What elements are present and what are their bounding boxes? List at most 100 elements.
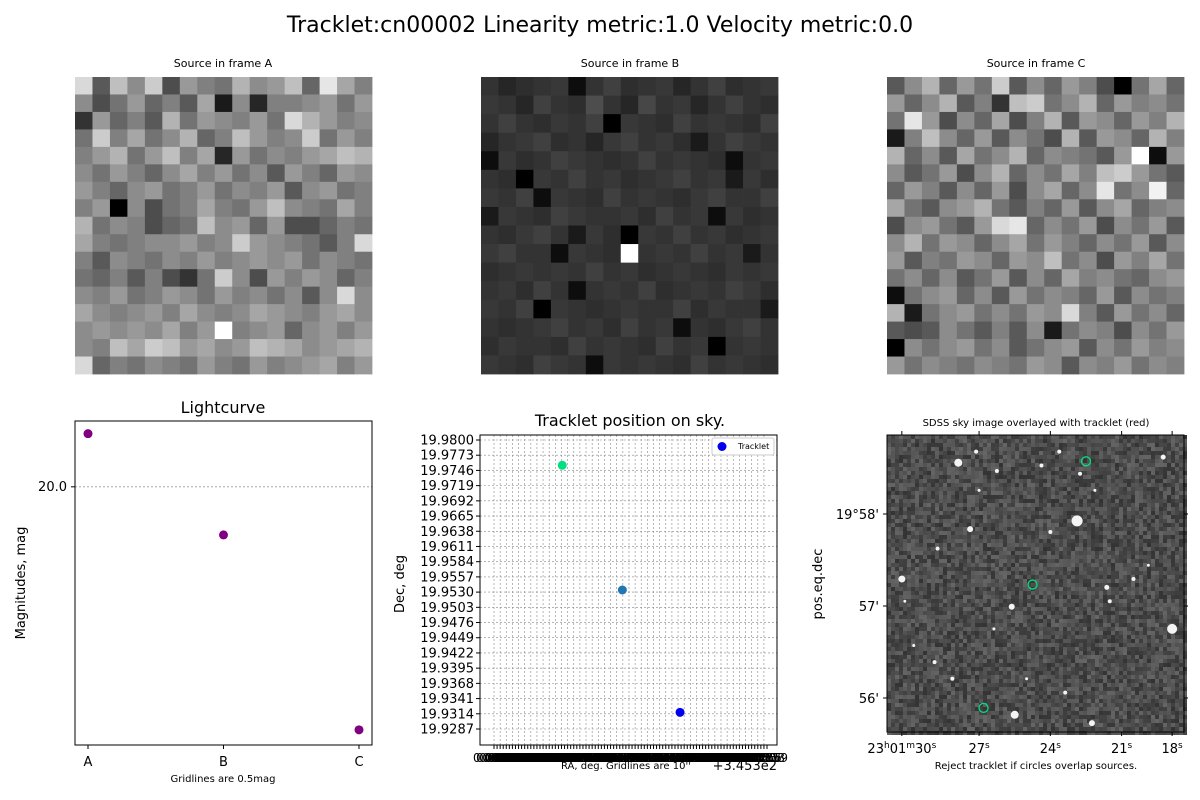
stamp-pixel	[708, 336, 726, 356]
sky-noise-cell	[975, 483, 979, 487]
tracklet-ytick-label: 19.9287	[420, 723, 474, 738]
sky-noise-cell	[1119, 599, 1123, 603]
tracklet-xtick-label: 0.0116	[577, 751, 619, 765]
sky-noise-cell	[947, 563, 951, 567]
stamp-pixel	[991, 146, 1010, 165]
sky-noise-cell	[899, 491, 903, 495]
stamp-pixel	[1079, 339, 1098, 357]
sky-noise-cell	[951, 519, 955, 523]
sky-noise-cell	[1079, 615, 1083, 619]
stamp-pixel	[620, 262, 639, 282]
stamp-pixel	[921, 164, 940, 183]
sky-noise-cell	[1115, 459, 1119, 463]
stamp-pixel	[1149, 356, 1167, 375]
sky-noise-cell	[967, 467, 971, 471]
sky-noise-cell	[991, 563, 995, 567]
sky-noise-cell	[1043, 551, 1047, 555]
sky-noise-cell	[927, 631, 931, 635]
sky-noise-cell	[1047, 623, 1051, 627]
sky-noise-cell	[1103, 459, 1107, 463]
sky-noise-cell	[999, 539, 1003, 543]
stamp-pixel	[638, 169, 657, 189]
stamp-pixel	[603, 188, 622, 208]
stamp-pixel	[1166, 321, 1185, 340]
sky-noise-cell	[1067, 567, 1071, 571]
sky-noise-cell	[1087, 591, 1091, 595]
sky-noise-cell	[967, 507, 971, 511]
sky-noise-cell	[963, 447, 967, 451]
sky-noise-cell	[1035, 515, 1039, 519]
stamp-pixel	[1044, 234, 1063, 253]
stamp-pixel	[921, 321, 940, 340]
sky-noise-cell	[1051, 583, 1055, 587]
sky-noise-cell	[951, 451, 955, 455]
sky-noise-cell	[1051, 547, 1055, 551]
stamp-pixel	[904, 286, 923, 305]
sky-noise-cell	[1127, 459, 1131, 463]
sky-noise-cell	[979, 511, 983, 515]
sky-noise-cell	[971, 515, 975, 519]
stamp-pixel	[956, 94, 975, 113]
sky-noise-cell	[1139, 495, 1143, 499]
sky-noise-cell	[1099, 503, 1103, 507]
sky-noise-cell	[903, 579, 907, 583]
sky-noise-cell	[979, 595, 983, 599]
sky-noise-cell	[955, 623, 959, 627]
sky-noise-cell	[999, 571, 1003, 575]
sky-noise-cell	[1143, 623, 1147, 627]
sky-noise-cell	[911, 519, 915, 523]
sky-noise-cell	[1163, 627, 1167, 631]
sky-noise-cell	[1111, 595, 1115, 599]
sky-noise-cell	[935, 607, 939, 611]
sky-noise-cell	[895, 543, 899, 547]
sky-noise-cell	[1183, 567, 1187, 571]
sky-noise-cell	[1111, 503, 1115, 507]
sky-noise-cell	[1071, 547, 1075, 551]
sky-noise-cell	[967, 451, 971, 455]
stamp-pixel	[197, 356, 216, 375]
sky-noise-cell	[943, 591, 947, 595]
sky-noise-cell	[947, 631, 951, 635]
sky-noise-cell	[1071, 463, 1075, 467]
stamp-pixel	[127, 356, 146, 375]
sky-noise-cell	[1023, 539, 1027, 543]
sky-noise-cell	[983, 443, 987, 447]
sky-noise-cell	[1107, 491, 1111, 495]
sky-noise-cell	[1055, 531, 1059, 535]
sky-noise-cell	[1071, 535, 1075, 539]
sky-noise-cell	[1011, 599, 1015, 603]
sky-noise-cell	[1011, 487, 1015, 491]
sky-noise-cell	[923, 491, 927, 495]
sky-noise-cell	[1083, 487, 1087, 491]
sky-noise-cell	[999, 555, 1003, 559]
sky-noise-cell	[887, 599, 891, 603]
stamp-pixel	[743, 262, 761, 282]
tracklet-xtick-label: 0.0030	[476, 751, 518, 765]
sky-noise-cell	[983, 575, 987, 579]
sky-noise-cell	[1083, 535, 1087, 539]
sky-noise-cell	[1159, 451, 1163, 455]
sky-noise-cell	[983, 595, 987, 599]
sky-noise-cell	[1151, 531, 1155, 535]
sky-noise-cell	[1059, 463, 1063, 467]
sky-noise-cell	[975, 515, 979, 519]
sky-noise-cell	[959, 635, 963, 639]
sky-noise-cell	[939, 579, 943, 583]
stamp-pixel	[267, 129, 286, 148]
sky-noise-cell	[1155, 507, 1159, 511]
sky-noise-cell	[1023, 475, 1027, 479]
tracklet-xtick-label: 0.0187	[660, 751, 702, 765]
sky-noise-cell	[967, 459, 971, 463]
sky-noise-cell	[1071, 563, 1075, 567]
stamp-pixel	[690, 77, 709, 96]
sky-noise-cell	[975, 475, 979, 479]
stamp-pixel	[1096, 77, 1115, 95]
sky-noise-cell	[991, 635, 995, 639]
sky-noise-cell	[1007, 635, 1011, 639]
sky-noise-cell	[1147, 603, 1151, 607]
sky-noise-cell	[935, 455, 939, 459]
sky-noise-cell	[1095, 619, 1099, 623]
sky-noise-cell	[1079, 535, 1083, 539]
sky-noise-cell	[915, 563, 919, 567]
sky-noise-cell	[979, 455, 983, 459]
